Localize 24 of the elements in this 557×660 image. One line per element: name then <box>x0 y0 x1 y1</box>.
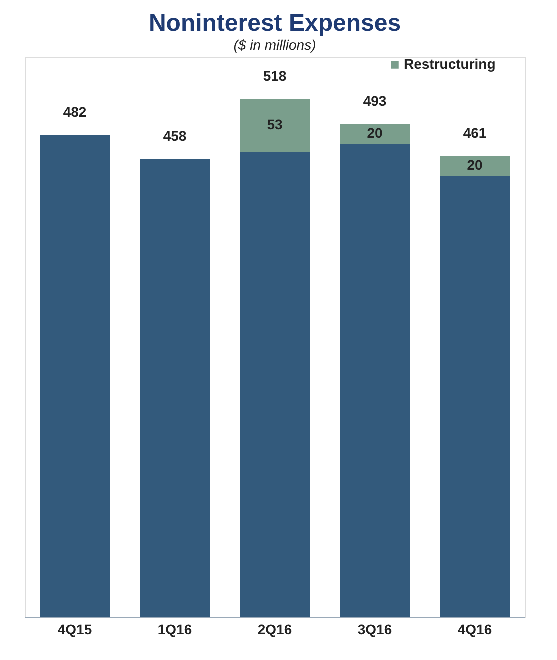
total-label: 518 <box>263 68 287 84</box>
bar <box>340 124 410 144</box>
total-label: 458 <box>163 128 187 144</box>
data-label: 53 <box>267 116 283 132</box>
x-tick-label: 4Q15 <box>58 622 92 638</box>
bar <box>440 156 510 176</box>
x-tick-label: 2Q16 <box>258 622 292 638</box>
bar <box>40 135 110 617</box>
bar <box>140 159 210 617</box>
total-label: 482 <box>63 104 87 120</box>
total-label: 493 <box>363 93 387 109</box>
legend-label: Restructuring <box>404 56 496 72</box>
data-label: 20 <box>467 157 483 173</box>
x-tick-label: 1Q16 <box>158 622 192 638</box>
chart-subtitle: ($ in millions) <box>234 37 316 53</box>
x-tick-label: 3Q16 <box>358 622 392 638</box>
x-tick-label: 4Q16 <box>458 622 492 638</box>
bar <box>240 99 310 152</box>
bar <box>240 152 310 617</box>
chart-title: Noninterest Expenses <box>148 10 402 37</box>
data-label: 20 <box>367 125 383 141</box>
total-label: 461 <box>463 125 487 141</box>
bar <box>340 144 410 617</box>
bar <box>440 176 510 617</box>
